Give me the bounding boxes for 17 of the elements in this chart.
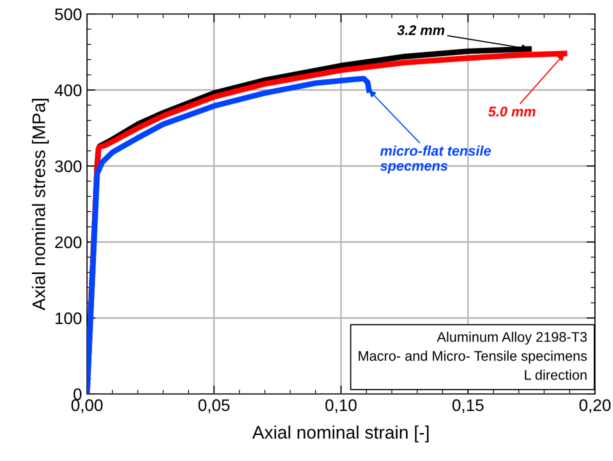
legend-label: 3.2 mm <box>397 25 444 36</box>
y-tick-label: 0 <box>74 388 82 400</box>
x-tick-label: 0,10 <box>325 399 357 414</box>
y-tick-label: 500 <box>55 8 82 20</box>
x-tick-label: 0,20 <box>579 399 611 414</box>
y-tick-label: 200 <box>55 236 82 248</box>
y-axis-title: Axial nominal stress [MPa] <box>32 98 49 310</box>
x-tick-label: 0,05 <box>198 399 230 414</box>
x-axis-title: Axial nominal strain [-] <box>252 426 429 442</box>
text: micro-flat tensile specmens <box>380 146 491 174</box>
y-tick-label: 400 <box>54 84 82 96</box>
x-tick-label: 0,00 <box>71 399 103 414</box>
text: 5.0 mm <box>488 106 536 116</box>
annotation: Aluminum Alloy 2198-T3 Macro- and Micro- Tensile specimens L direction <box>358 332 587 380</box>
y-tick-label: 100 <box>56 312 82 324</box>
y-tick-label: 300 <box>54 160 82 172</box>
x-tick-label: 0,15 <box>452 399 484 414</box>
